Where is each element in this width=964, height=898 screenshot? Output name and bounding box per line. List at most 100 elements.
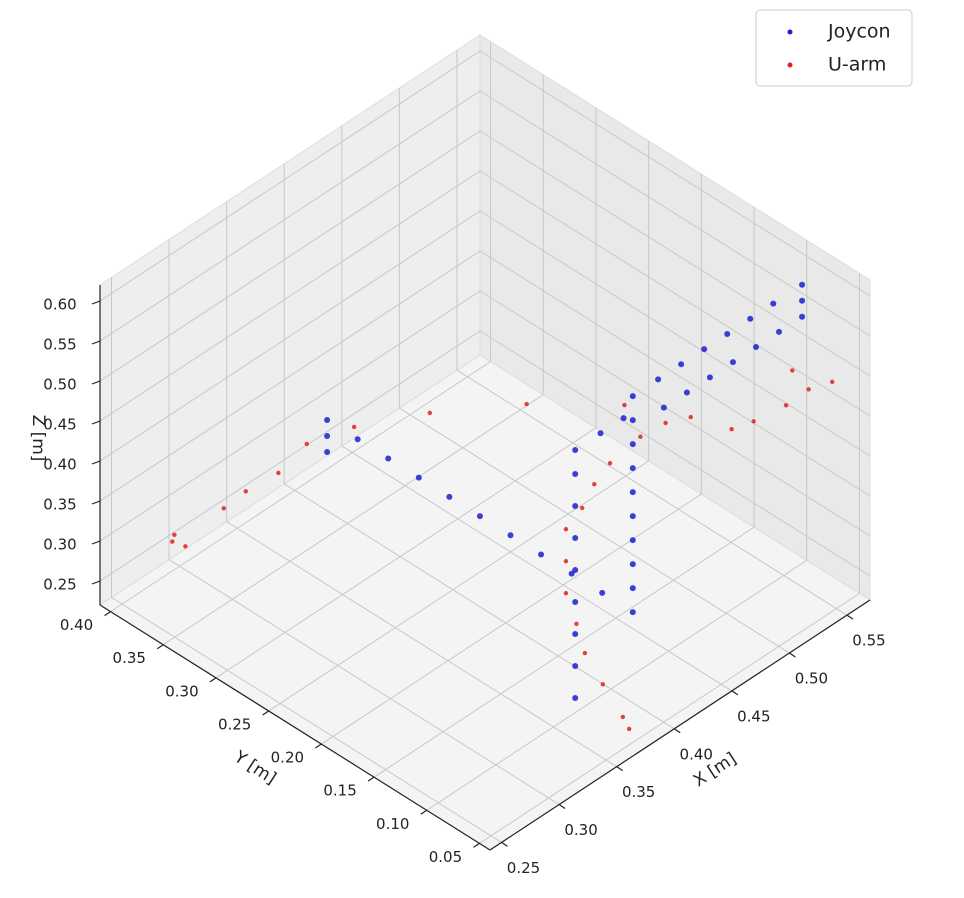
- data-point: [799, 297, 806, 304]
- data-point: [629, 441, 636, 448]
- data-point: [221, 506, 226, 511]
- data-point: [574, 621, 579, 626]
- z-axis-label: Z [m]: [28, 415, 48, 462]
- grid-line: [110, 361, 491, 613]
- data-point: [582, 650, 588, 656]
- z-tick-label: 0.25: [43, 576, 76, 594]
- data-point: [655, 376, 662, 383]
- grid-line: [99, 290, 481, 542]
- z-tick: [91, 340, 101, 345]
- y-tick: [156, 644, 164, 650]
- data-point: [276, 470, 281, 476]
- y-axis: [99, 604, 491, 851]
- grid-line: [99, 250, 481, 502]
- x-tick-label: 0.45: [737, 707, 770, 725]
- data-point: [663, 420, 668, 426]
- grid-line: [99, 330, 481, 582]
- z-tick: [91, 540, 101, 545]
- data-point: [600, 682, 606, 687]
- x-tick: [731, 690, 739, 696]
- data-point: [572, 694, 579, 701]
- data-point: [572, 470, 579, 477]
- data-point: [629, 609, 636, 616]
- grid-line: [162, 394, 544, 646]
- grid-line: [99, 210, 481, 462]
- z-tick: [91, 500, 101, 505]
- data-point: [783, 403, 789, 408]
- z-tick-label: 0.40: [43, 456, 76, 474]
- y-tick-label: 0.10: [376, 815, 409, 833]
- data-point: [638, 434, 643, 439]
- data-point: [592, 481, 597, 487]
- data-point: [688, 414, 693, 420]
- x-tick-label: 0.50: [795, 670, 828, 688]
- data-point: [629, 585, 636, 592]
- legend-label: Joycon: [827, 21, 891, 43]
- side-pane: [479, 34, 871, 601]
- x-tick-label: 0.30: [564, 821, 597, 839]
- y-tick-label: 0.20: [271, 749, 304, 767]
- data-point: [385, 455, 392, 462]
- legend-label: U-arm: [828, 54, 886, 76]
- grid-line: [168, 559, 560, 805]
- grid-line: [321, 493, 702, 745]
- x-axis: [489, 599, 871, 851]
- data-point: [524, 401, 529, 407]
- z-tick-label: 0.35: [43, 496, 76, 514]
- data-point: [304, 441, 309, 447]
- z-tick-label: 0.55: [43, 336, 76, 354]
- grid-line: [479, 210, 871, 457]
- data-point: [790, 368, 795, 373]
- legend-marker: [787, 62, 793, 68]
- grid-line: [456, 369, 848, 616]
- data-point: [620, 714, 626, 720]
- x-tick: [673, 728, 681, 734]
- data-point: [568, 570, 575, 577]
- data-point: [351, 424, 357, 430]
- grid-line: [341, 445, 733, 692]
- z-tick-label: 0.30: [43, 536, 76, 554]
- data-point: [629, 393, 636, 400]
- x-tick: [501, 841, 508, 847]
- x-tick: [789, 652, 796, 658]
- grid-line: [268, 460, 649, 712]
- legend: Joycon U-arm: [755, 9, 913, 87]
- grid-line: [99, 130, 481, 382]
- grid-line: [215, 427, 597, 679]
- data-point: [752, 344, 759, 351]
- grid-line: [479, 90, 871, 337]
- data-point: [324, 417, 331, 424]
- y-tick-label: 0.35: [113, 649, 146, 667]
- x-tick: [616, 766, 623, 772]
- grid-line: [426, 559, 808, 811]
- data-point: [751, 419, 756, 424]
- points: [170, 281, 835, 732]
- data-point: [572, 598, 579, 605]
- grid: [99, 41, 871, 844]
- data-point: [572, 502, 579, 509]
- data-point: [629, 489, 636, 496]
- x-tick-label: 0.35: [622, 783, 655, 801]
- data-point: [626, 726, 632, 732]
- data-point: [572, 662, 579, 669]
- y-tick: [262, 710, 269, 716]
- data-point: [629, 465, 636, 472]
- data-point: [172, 532, 177, 538]
- y-tick-label: 0.30: [165, 682, 198, 700]
- data-point: [427, 410, 433, 416]
- data-point: [538, 551, 545, 558]
- data-point: [572, 534, 579, 541]
- data-point: [476, 513, 483, 520]
- data-point: [629, 561, 636, 568]
- grid-line: [399, 407, 790, 654]
- data-point: [580, 505, 585, 511]
- data-point: [324, 433, 331, 440]
- data-point: [770, 300, 777, 307]
- grid-line: [226, 521, 617, 768]
- y-tick: [104, 611, 111, 617]
- grid-line: [99, 90, 481, 342]
- data-point: [563, 558, 569, 564]
- y-tick-label: 0.15: [323, 782, 356, 800]
- y-tick-label: 0.25: [218, 715, 251, 733]
